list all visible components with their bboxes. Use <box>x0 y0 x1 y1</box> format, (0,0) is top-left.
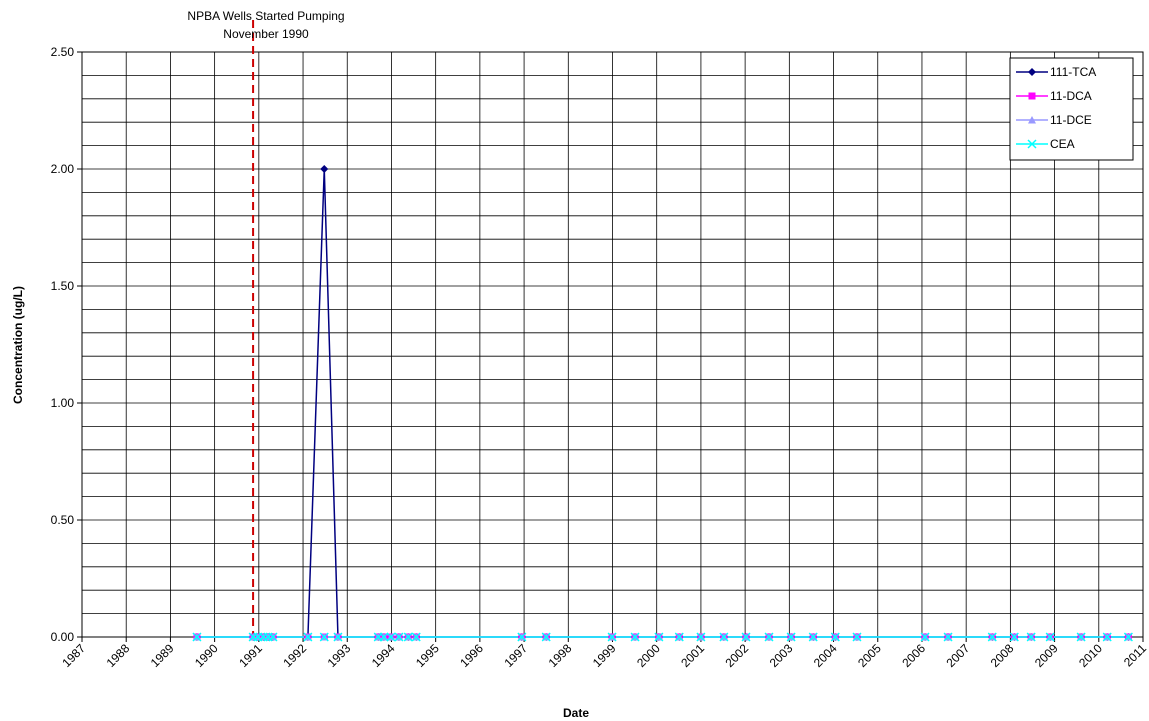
marker <box>764 632 774 642</box>
x-tick-label: 1987 <box>59 641 88 670</box>
legend-label: 11-DCE <box>1050 113 1092 127</box>
x-tick-label: 1991 <box>236 641 265 670</box>
marker <box>333 632 343 642</box>
marker <box>1045 632 1055 642</box>
marker <box>1102 632 1112 642</box>
x-tick-label: 1989 <box>148 641 177 670</box>
legend-marker <box>1027 139 1037 149</box>
x-tick-label: 2011 <box>1121 641 1149 669</box>
x-tick-label: 1995 <box>413 641 442 670</box>
x-tick-label: 1996 <box>457 641 486 670</box>
marker <box>541 632 551 642</box>
x-tick-label: 2004 <box>811 641 840 670</box>
x-tick-label: 2006 <box>899 641 928 670</box>
marker <box>808 632 818 642</box>
marker <box>830 632 840 642</box>
marker <box>719 632 729 642</box>
marker <box>654 632 664 642</box>
marker <box>1123 632 1133 642</box>
legend-label: 11-DCA <box>1050 89 1092 103</box>
marker <box>1076 632 1086 642</box>
marker <box>320 165 329 173</box>
legend-marker <box>1028 116 1036 124</box>
marker <box>674 632 684 642</box>
x-tick-label: 1997 <box>501 641 530 670</box>
marker <box>411 632 421 642</box>
marker <box>852 632 862 642</box>
x-tick-label: 2000 <box>634 641 663 670</box>
x-tick-label: 2008 <box>988 641 1017 670</box>
x-tick-label: 1992 <box>280 641 309 670</box>
x-tick-label: 2001 <box>678 641 707 670</box>
marker <box>943 632 953 642</box>
annotation-text: November 1990 <box>223 27 309 41</box>
x-tick-label: 2010 <box>1076 641 1105 670</box>
y-axis-label: Concentration (ug/L) <box>11 286 25 404</box>
marker <box>741 632 751 642</box>
y-tick-label: 2.50 <box>51 45 75 59</box>
marker <box>386 632 396 642</box>
marker <box>920 632 930 642</box>
marker <box>403 632 413 642</box>
x-tick-label: 2007 <box>944 641 973 670</box>
marker <box>630 632 640 642</box>
marker <box>319 632 329 642</box>
marker <box>268 632 278 642</box>
y-tick-label: 0.00 <box>51 630 75 644</box>
marker <box>987 632 997 642</box>
marker <box>379 632 389 642</box>
y-tick-label: 0.50 <box>51 513 75 527</box>
marker <box>1009 632 1019 642</box>
annotation-text: NPBA Wells Started Pumping <box>187 9 344 23</box>
x-tick-label: 1990 <box>192 641 221 670</box>
x-tick-label: 1998 <box>546 641 575 670</box>
marker <box>517 632 527 642</box>
x-tick-label: 1993 <box>325 641 354 670</box>
x-tick-label: 1994 <box>369 641 398 670</box>
x-tick-label: 2009 <box>1032 641 1061 670</box>
x-tick-label: 1988 <box>104 641 133 670</box>
marker <box>192 632 202 642</box>
legend-label: 111-TCA <box>1050 65 1096 79</box>
x-tick-label: 2002 <box>722 641 751 670</box>
y-tick-label: 1.50 <box>51 279 75 293</box>
legend-marker <box>1028 92 1036 100</box>
marker <box>1026 632 1036 642</box>
marker <box>786 632 796 642</box>
x-tick-label: 1999 <box>590 641 619 670</box>
y-tick-label: 2.00 <box>51 162 75 176</box>
x-tick-label: 2005 <box>855 641 884 670</box>
x-axis-label: Date <box>563 706 589 720</box>
y-tick-label: 1.00 <box>51 396 75 410</box>
x-tick-label: 2003 <box>767 641 796 670</box>
legend-marker <box>1028 68 1036 76</box>
legend-label: CEA <box>1050 137 1075 151</box>
marker <box>696 632 706 642</box>
marker <box>303 632 313 642</box>
marker <box>394 632 404 642</box>
marker <box>607 632 617 642</box>
